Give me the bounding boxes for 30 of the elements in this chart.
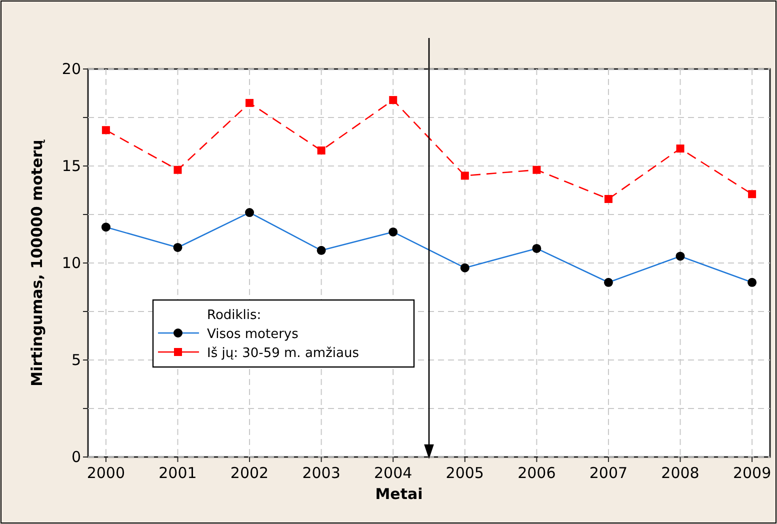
x-tick-label: 2007: [589, 464, 628, 482]
y-axis-title: Mirtingumas, 100000 moterų: [28, 139, 46, 386]
point: [174, 166, 182, 174]
x-tick-label: 2004: [374, 464, 412, 482]
x-tick-label: 2001: [158, 464, 197, 482]
point: [604, 194, 612, 203]
legend-title: Rodiklis:: [207, 308, 262, 323]
point: [532, 166, 541, 174]
y-tick-label: 20: [62, 60, 81, 78]
x-tick-label: 2002: [230, 464, 269, 482]
legend-label: Visos moterys: [207, 327, 299, 342]
point: [460, 172, 469, 180]
point: [102, 126, 110, 134]
point: [317, 146, 326, 154]
x-tick-label: 2005: [446, 464, 484, 482]
point: [676, 144, 684, 153]
x-tick-label: 2008: [661, 464, 700, 482]
x-tick-label: 2006: [518, 464, 556, 482]
y-tick-label: 5: [71, 351, 81, 369]
x-axis-title: Metai: [375, 485, 423, 503]
point: [389, 96, 398, 104]
y-tick-label: 0: [71, 448, 81, 466]
y-tick-label: 10: [62, 254, 81, 272]
y-tick-label: 15: [62, 157, 81, 175]
x-tick-label: 2003: [302, 464, 340, 482]
x-tick-label: 2000: [86, 464, 126, 482]
legend-label: Iš jų: 30-59 m. amžiaus: [207, 346, 360, 361]
point: [246, 98, 254, 107]
point: [748, 190, 756, 198]
x-tick-label: 2009: [732, 464, 772, 482]
